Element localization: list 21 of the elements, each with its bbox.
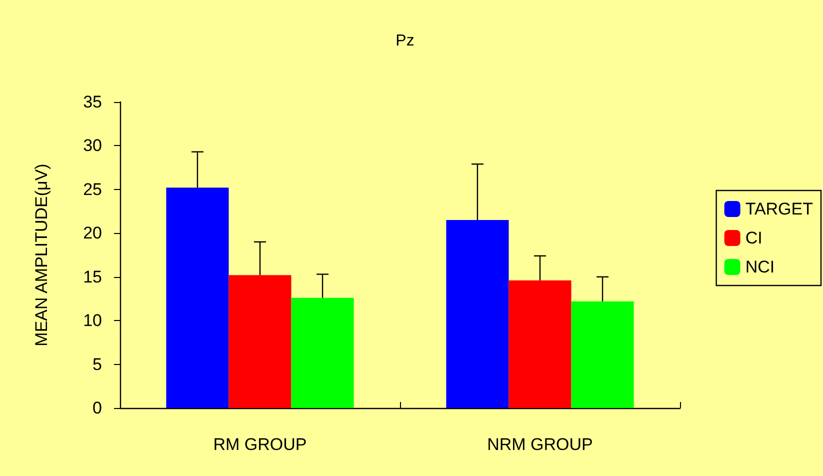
y-axis-title: MEAN AMPLITUDE(μV)	[32, 164, 51, 346]
bar	[291, 298, 354, 408]
legend-label: NCI	[745, 258, 775, 276]
y-tick-label: 15	[83, 267, 102, 286]
y-tick-label: 20	[83, 224, 102, 243]
bar	[166, 188, 229, 408]
y-tick-label: 25	[83, 180, 102, 199]
x-tick-label: NRM GROUP	[487, 435, 593, 454]
bar	[508, 280, 572, 408]
x-tick-label: RM GROUP	[213, 435, 307, 454]
legend-label: TARGET	[745, 200, 814, 218]
bar	[228, 275, 292, 408]
y-tick-label: 5	[92, 354, 102, 374]
y-tick-label: 10	[83, 311, 102, 330]
y-tick-label: 0	[92, 398, 102, 418]
y-tick-label: 35	[83, 92, 102, 112]
bar	[446, 220, 509, 408]
legend-label: CI	[745, 228, 762, 248]
bar	[571, 301, 634, 408]
y-tick-label: 30	[83, 136, 102, 156]
chart-title: Pz	[396, 32, 414, 50]
